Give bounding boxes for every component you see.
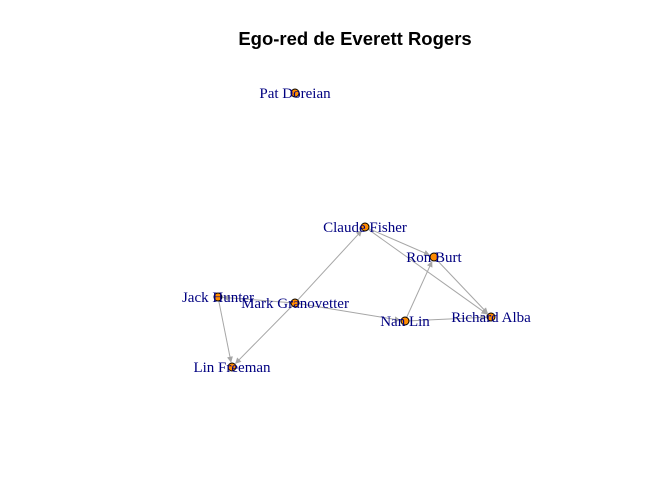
edge-nan-lin-to-richard-alba: [408, 314, 487, 322]
edges-layer: [218, 228, 488, 364]
edge-mark-granovetter-to-nan-lin: [298, 303, 401, 323]
edge-nan-lin-to-ron-burt: [406, 261, 433, 318]
node-lin-freeman: [227, 362, 237, 372]
edge-ron-burt-to-richard-alba: [436, 259, 488, 314]
node-mark-granovetter: [290, 298, 300, 308]
node-claude-fisher: [360, 222, 370, 232]
node-richard-alba: [486, 312, 496, 322]
node-label-nan-lin: Nan Lin: [380, 314, 430, 330]
edge-claude-fisher-to-ron-burt: [368, 228, 430, 256]
labels-layer: Pat Doreian Claude Fisher Ron Burt Jack Hun…: [182, 86, 531, 376]
edge-mark-granovetter-to-claude-fisher: [297, 230, 363, 301]
node-nan-lin: [400, 316, 410, 326]
node-jack-hunter: [213, 292, 223, 302]
node-label-pat-doreian: Pat Doreian: [259, 86, 331, 102]
edge-mark-granovetter-to-jack-hunter: [222, 294, 292, 304]
nodes-layer: [213, 88, 496, 372]
node-label-claude-fisher: Claude Fisher: [323, 220, 407, 236]
node-label-mark-granovetter: Mark Granovetter: [241, 296, 349, 312]
node-label-richard-alba: Richard Alba: [451, 310, 531, 326]
node-label-jack-hunter: Jack Hunter: [182, 290, 254, 306]
edge-jack-hunter-to-lin-freeman: [218, 300, 233, 363]
node-ron-burt: [429, 252, 439, 262]
edge-mark-granovetter-to-lin-freeman: [235, 305, 293, 364]
node-label-lin-freeman: Lin Freeman: [193, 360, 271, 376]
graph-title: Ego-red de Everett Rogers: [238, 28, 472, 49]
node-pat-doreian: [290, 88, 300, 98]
node-label-ron-burt: Ron Burt: [406, 250, 462, 266]
